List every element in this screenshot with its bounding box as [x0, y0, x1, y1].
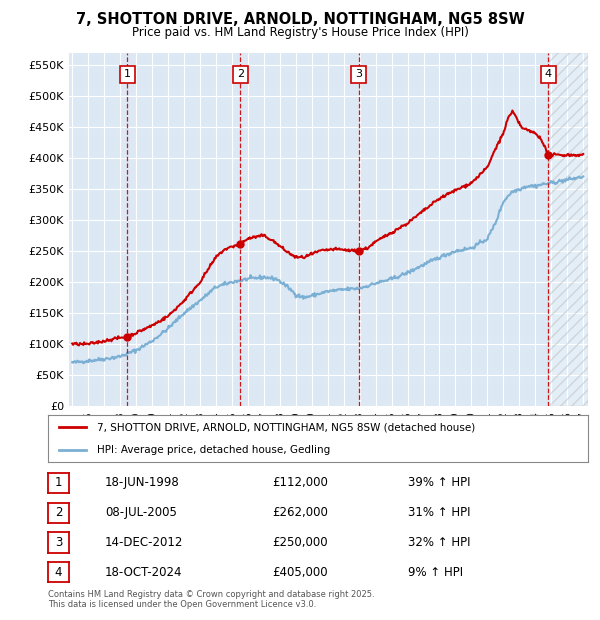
- Text: 18-OCT-2024: 18-OCT-2024: [105, 566, 182, 578]
- Text: 32% ↑ HPI: 32% ↑ HPI: [408, 536, 470, 549]
- Text: HPI: Average price, detached house, Gedling: HPI: Average price, detached house, Gedl…: [97, 445, 330, 455]
- Text: 31% ↑ HPI: 31% ↑ HPI: [408, 507, 470, 519]
- Text: 7, SHOTTON DRIVE, ARNOLD, NOTTINGHAM, NG5 8SW: 7, SHOTTON DRIVE, ARNOLD, NOTTINGHAM, NG…: [76, 12, 524, 27]
- Text: £250,000: £250,000: [272, 536, 328, 549]
- Text: £405,000: £405,000: [272, 566, 328, 578]
- Text: 3: 3: [355, 69, 362, 79]
- Text: 2: 2: [55, 507, 62, 519]
- Text: 08-JUL-2005: 08-JUL-2005: [105, 507, 177, 519]
- Text: £262,000: £262,000: [272, 507, 328, 519]
- Text: 3: 3: [55, 536, 62, 549]
- Text: Price paid vs. HM Land Registry's House Price Index (HPI): Price paid vs. HM Land Registry's House …: [131, 26, 469, 39]
- Text: 7, SHOTTON DRIVE, ARNOLD, NOTTINGHAM, NG5 8SW (detached house): 7, SHOTTON DRIVE, ARNOLD, NOTTINGHAM, NG…: [97, 422, 475, 432]
- Text: 4: 4: [55, 566, 62, 578]
- Text: 1: 1: [55, 477, 62, 489]
- Text: 2: 2: [236, 69, 244, 79]
- Text: 9% ↑ HPI: 9% ↑ HPI: [408, 566, 463, 578]
- Text: Contains HM Land Registry data © Crown copyright and database right 2025.
This d: Contains HM Land Registry data © Crown c…: [48, 590, 374, 609]
- Text: 1: 1: [124, 69, 131, 79]
- Text: 14-DEC-2012: 14-DEC-2012: [105, 536, 184, 549]
- Text: 39% ↑ HPI: 39% ↑ HPI: [408, 477, 470, 489]
- Text: £112,000: £112,000: [272, 477, 328, 489]
- Text: 4: 4: [545, 69, 551, 79]
- Text: 18-JUN-1998: 18-JUN-1998: [105, 477, 180, 489]
